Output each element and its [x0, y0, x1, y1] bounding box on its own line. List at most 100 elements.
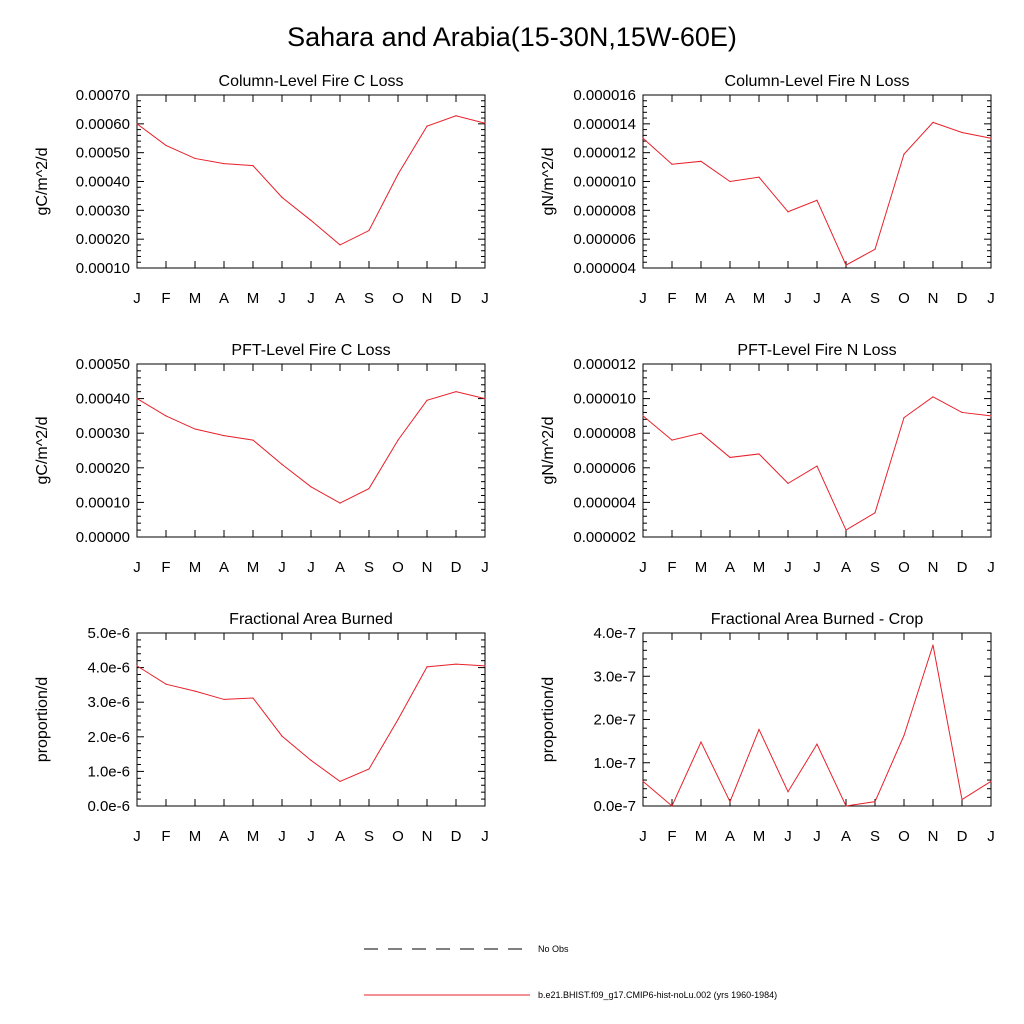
x-tick-label: F [667, 559, 676, 576]
data-point [642, 780, 644, 782]
x-tick-label: J [481, 559, 489, 576]
y-tick-label: 0.000014 [573, 116, 636, 133]
x-tick-label: O [392, 828, 404, 845]
y-tick-label: 0.00050 [76, 356, 130, 373]
chart-panel-4: PFT-Level Fire N Loss gN/m^2/d 0.000002 0.0… [540, 342, 995, 576]
x-tick-label: O [898, 290, 910, 307]
data-point [758, 453, 760, 455]
data-point [874, 801, 876, 803]
data-point [368, 229, 370, 232]
chart-panel-5: Fractional Area Burned proportion/d 0.0e-6… [34, 611, 489, 845]
chart-panel-1: Column-Level Fire C Loss gC/m^2/d 0.00010 0… [34, 73, 489, 307]
data-point [165, 683, 167, 685]
y-tick-label: 0.000006 [573, 231, 636, 248]
x-tick-label: A [335, 290, 345, 307]
chart-panel-3: PFT-Level Fire C Loss gC/m^2/d 0.00000 0.00… [34, 342, 489, 576]
x-tick-label: O [898, 559, 910, 576]
x-tick-label: F [161, 559, 170, 576]
x-tick-label: J [481, 828, 489, 845]
x-tick-label: D [957, 290, 968, 307]
x-tick-label: J [987, 828, 995, 845]
x-tick-label: D [957, 559, 968, 576]
data-point [642, 415, 644, 417]
y-tick-label: 0.000016 [573, 87, 636, 104]
x-tick-label: F [667, 290, 676, 307]
data-point [787, 211, 789, 213]
y-axis-label: gC/m^2/d [34, 417, 51, 485]
plot-frame [136, 363, 486, 538]
x-tick-label: M [189, 828, 202, 845]
x-tick-label: S [364, 290, 374, 307]
series-line [642, 396, 992, 531]
data-point [729, 801, 731, 803]
x-tick-label: A [725, 290, 735, 307]
y-tick-label: 0.000004 [573, 260, 636, 277]
x-tick-label: A [841, 559, 851, 576]
x-tick-label: J [813, 828, 821, 845]
data-point [252, 439, 254, 441]
x-tick-label: M [189, 559, 202, 576]
x-tick-label: J [307, 828, 315, 845]
data-point [281, 735, 283, 737]
x-tick-label: O [392, 290, 404, 307]
data-point [874, 248, 876, 250]
data-point [426, 666, 428, 668]
data-point [397, 173, 399, 175]
x-tick-label: O [898, 828, 910, 845]
x-tick-label: A [219, 290, 229, 307]
y-tick-label: 1.0e-6 [87, 763, 130, 780]
y-axis-label: gC/m^2/d [34, 148, 51, 216]
plot-frame [136, 94, 486, 269]
data-point [729, 180, 731, 183]
y-tick-label: 0.000008 [573, 425, 636, 442]
y-tick-label: 0.0e-7 [593, 798, 636, 815]
plot-frame [642, 363, 992, 538]
data-point [194, 690, 196, 692]
y-axis-label: proportion/d [34, 677, 51, 762]
y-tick-label: 0.00010 [76, 494, 130, 511]
x-tick-label: J [133, 828, 141, 845]
data-point [455, 391, 457, 393]
data-point [874, 512, 876, 514]
x-tick-label: F [161, 290, 170, 307]
y-tick-label: 0.000004 [573, 494, 636, 511]
x-tick-label: J [278, 559, 286, 576]
x-tick-label: D [451, 290, 462, 307]
y-axis-label: gN/m^2/d [540, 148, 557, 216]
data-point [961, 131, 963, 134]
data-point [903, 153, 905, 155]
data-point [671, 439, 673, 441]
x-tick-label: M [189, 290, 202, 307]
x-tick-label: M [695, 290, 708, 307]
data-point [136, 123, 138, 125]
x-tick-label: N [928, 559, 939, 576]
y-tick-label: 4.0e-7 [593, 625, 636, 642]
data-point [426, 125, 428, 127]
x-tick-label: S [364, 828, 374, 845]
x-tick-label: N [422, 559, 433, 576]
x-tick-label: J [639, 290, 647, 307]
series-line [642, 121, 992, 266]
legend: No Obs b.e21.BHIST.f09_g17.CMIP6-hist-no… [364, 944, 777, 1000]
y-tick-label: 0.00060 [76, 116, 130, 133]
panel-title: Column-Level Fire N Loss [725, 73, 910, 90]
y-tick-label: 0.00030 [76, 202, 130, 219]
x-tick-label: S [870, 290, 880, 307]
data-point [281, 463, 283, 465]
data-point [700, 432, 702, 434]
y-tick-label: 0.00040 [76, 174, 130, 191]
x-tick-label: J [639, 559, 647, 576]
data-point [194, 428, 196, 430]
data-point [845, 529, 847, 531]
data-point [252, 697, 254, 699]
y-tick-label: 5.0e-6 [87, 625, 130, 642]
x-tick-label: S [870, 559, 880, 576]
data-point [700, 741, 702, 743]
panel-title: Fractional Area Burned - Crop [711, 611, 924, 628]
y-axis-label: gN/m^2/d [540, 417, 557, 485]
figure-title: Sahara and Arabia(15-30N,15W-60E) [287, 22, 737, 52]
x-tick-label: A [335, 559, 345, 576]
x-tick-label: M [753, 290, 766, 307]
x-tick-label: M [695, 559, 708, 576]
